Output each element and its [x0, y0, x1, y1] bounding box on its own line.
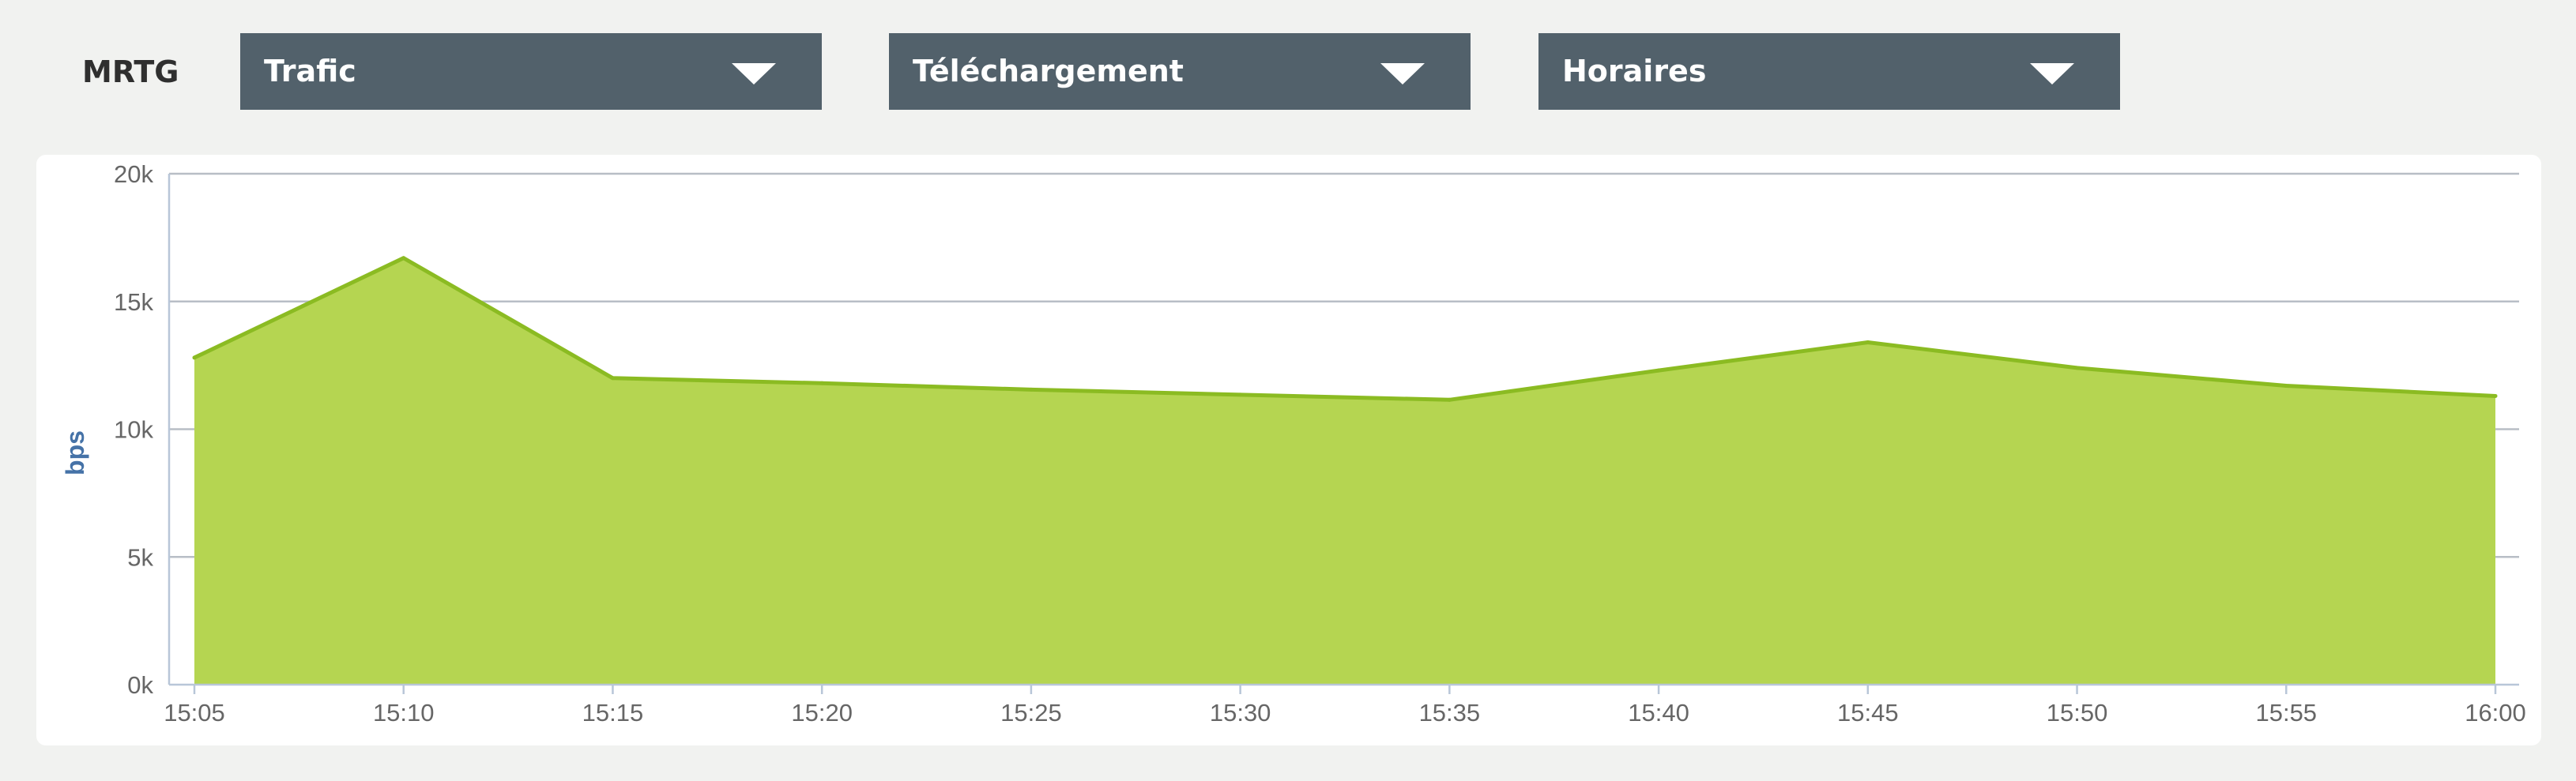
x-tick-label: 16:00 [2465, 699, 2526, 727]
x-tick-label: 15:10 [373, 699, 435, 727]
y-tick-label: 15k [114, 288, 153, 316]
direction-dropdown[interactable]: Téléchargement [889, 33, 1471, 110]
x-tick-label: 15:20 [791, 699, 853, 727]
data-point [610, 376, 615, 381]
period-dropdown[interactable]: Horaires [1538, 33, 2120, 110]
toolbar: MRTG Trafic Téléchargement Horaires [0, 0, 2576, 146]
traffic-type-dropdown-label: Trafic [264, 54, 356, 88]
chevron-down-icon [732, 63, 776, 84]
y-tick-labels: 0k 5k 10k 15k 20k [114, 160, 153, 699]
data-point [1029, 387, 1034, 392]
data-point [1656, 368, 1661, 373]
x-tick-label: 15:55 [2255, 699, 2317, 727]
axes [168, 174, 2519, 694]
x-tick-label: 15:05 [164, 699, 225, 727]
x-tick-label: 15:15 [582, 699, 644, 727]
data-point [1238, 392, 1243, 397]
x-tick-label: 15:25 [1000, 699, 1062, 727]
x-tick-label: 15:50 [2047, 699, 2108, 727]
series-area [194, 257, 2495, 685]
traffic-type-dropdown[interactable]: Trafic [240, 33, 822, 110]
x-tick-label: 15:45 [1837, 699, 1899, 727]
y-tick-label: 10k [114, 416, 153, 444]
data-point [2284, 384, 2288, 389]
x-tick-label: 15:40 [1628, 699, 1689, 727]
series-layer [192, 256, 2498, 685]
app-label: MRTG [82, 54, 179, 89]
data-point [819, 381, 824, 385]
x-tick-labels: 15:05 15:10 15:15 15:20 15:25 15:30 15:35 15:40… [164, 699, 2526, 727]
data-point [2493, 393, 2498, 398]
chevron-down-icon [2030, 63, 2074, 84]
y-tick-label: 20k [114, 160, 153, 188]
data-point [192, 355, 197, 360]
data-point [401, 256, 406, 261]
y-tick-label: 0k [127, 671, 153, 699]
y-axis-label: bps [61, 430, 89, 475]
series-line [193, 256, 2496, 402]
data-point [2075, 366, 2080, 370]
period-dropdown-label: Horaires [1562, 54, 1707, 88]
data-point [1447, 397, 1452, 402]
y-tick-label: 5k [127, 543, 153, 571]
x-tick-label: 15:35 [1419, 699, 1481, 727]
chevron-down-icon [1380, 63, 1425, 84]
chart-panel: 0k 5k 10k 15k 20k 15:05 15:10 15:15 15:20 15:25 1… [36, 155, 2541, 745]
direction-dropdown-label: Téléchargement [913, 54, 1184, 88]
x-tick-label: 15:30 [1210, 699, 1271, 727]
data-point [1866, 340, 1870, 345]
